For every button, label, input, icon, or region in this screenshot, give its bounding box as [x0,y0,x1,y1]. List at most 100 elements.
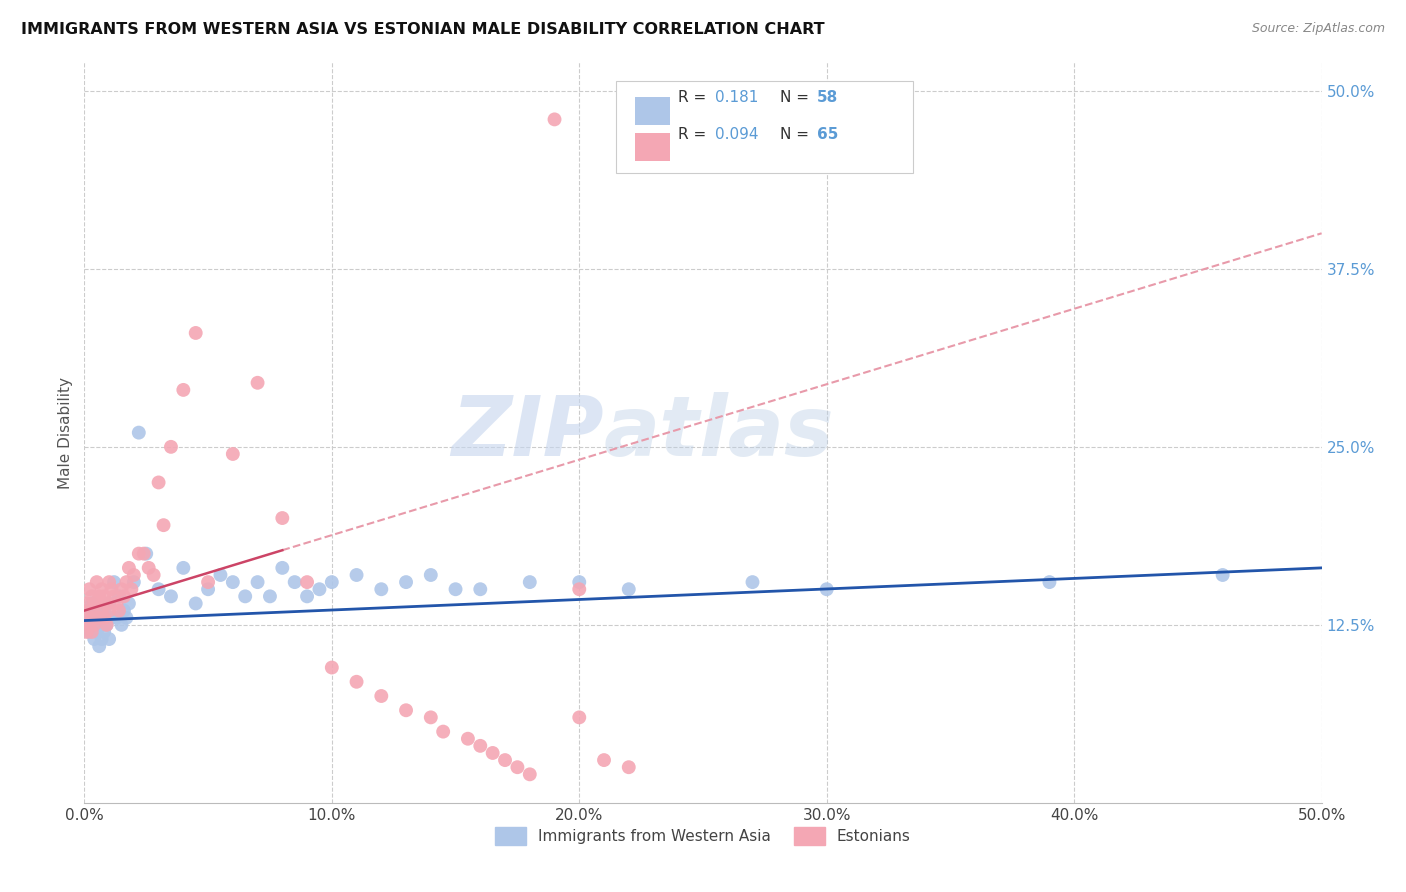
Point [83,632,105,646]
Point [103,590,125,604]
Point [593,753,616,767]
Point [444,582,467,597]
Point [568,575,591,590]
Point [79,617,101,632]
Point [543,112,565,127]
Point [295,575,318,590]
Point [86,604,108,618]
Point [741,575,763,590]
Point [160,590,183,604]
Point [79,604,101,618]
Legend: Immigrants from Western Asia, Estonians: Immigrants from Western Asia, Estonians [489,821,917,851]
Point [271,511,294,525]
Point [115,575,138,590]
Point [470,739,492,753]
Point [108,590,131,604]
Bar [636,97,669,126]
Point [90,632,112,646]
Point [160,440,183,454]
Point [148,475,170,490]
Point [1038,575,1060,590]
Bar [636,133,669,161]
Point [105,610,128,624]
Point [100,582,122,597]
Text: 0.181: 0.181 [716,90,759,105]
Point [93,590,115,604]
Point [222,575,245,590]
Point [481,746,503,760]
Point [83,617,105,632]
Point [89,590,111,604]
Point [89,610,111,624]
Point [395,575,418,590]
Point [184,326,207,340]
FancyBboxPatch shape [616,81,914,173]
Point [79,614,101,628]
Point [246,376,269,390]
Point [419,568,441,582]
Point [135,547,157,561]
Point [76,604,98,618]
Point [76,597,98,611]
Y-axis label: Male Disability: Male Disability [58,376,73,489]
Point [80,597,103,611]
Point [96,617,118,632]
Text: IMMIGRANTS FROM WESTERN ASIA VS ESTONIAN MALE DISABILITY CORRELATION CHART: IMMIGRANTS FROM WESTERN ASIA VS ESTONIAN… [21,22,825,37]
Point [80,624,103,639]
Point [370,689,392,703]
Point [122,568,145,582]
Point [98,604,121,618]
Point [132,547,155,561]
Point [568,710,591,724]
Point [96,617,118,632]
Point [112,604,135,618]
Point [98,597,121,611]
Point [86,597,108,611]
Point [118,597,141,611]
Point [110,582,132,597]
Point [432,724,454,739]
Point [100,610,122,624]
Point [222,447,245,461]
Text: N =: N = [780,127,814,142]
Point [494,753,516,767]
Point [148,582,170,597]
Text: R =: R = [678,90,711,105]
Point [519,575,541,590]
Point [138,561,160,575]
Point [1212,568,1234,582]
Point [395,703,418,717]
Point [90,604,112,618]
Point [271,561,294,575]
Point [115,610,138,624]
Point [184,597,207,611]
Point [80,590,103,604]
Point [83,597,105,611]
Point [152,518,174,533]
Point [89,610,111,624]
Point [105,597,128,611]
Point [370,582,392,597]
Point [76,610,98,624]
Text: atlas: atlas [605,392,835,473]
Point [284,575,307,590]
Point [120,582,142,597]
Point [419,710,441,724]
Point [128,547,150,561]
Point [103,575,125,590]
Point [172,383,194,397]
Point [76,624,98,639]
Point [233,590,256,604]
Point [98,632,121,646]
Point [86,575,108,590]
Point [142,568,165,582]
Point [346,568,368,582]
Point [98,575,121,590]
Point [79,582,101,597]
Point [90,617,112,632]
Text: 58: 58 [817,90,838,105]
Point [118,561,141,575]
Point [506,760,529,774]
Point [172,561,194,575]
Text: Source: ZipAtlas.com: Source: ZipAtlas.com [1251,22,1385,36]
